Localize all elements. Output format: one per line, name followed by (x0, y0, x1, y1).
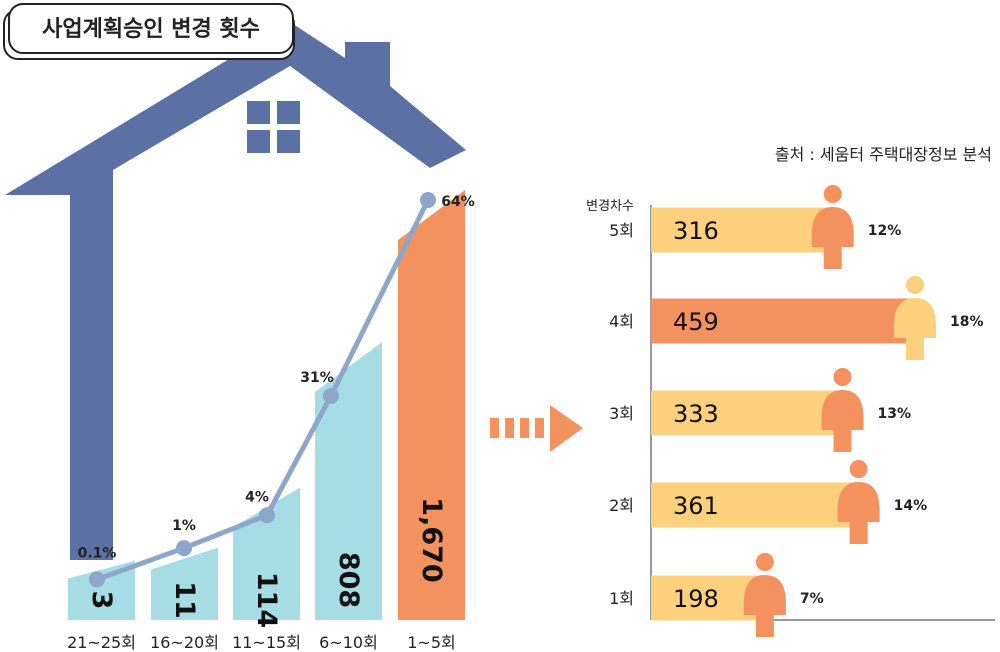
share-point-label: 64% (441, 194, 475, 210)
house-window-pane (277, 130, 300, 153)
right-y-tick-label: 1회 (609, 589, 634, 608)
person-head (823, 185, 842, 203)
right-bar (651, 298, 915, 344)
page-title: 사업계획승인 변경 횟수 (42, 17, 260, 42)
person-body (743, 575, 786, 637)
left-x-tick-label: 16~20회 (150, 633, 219, 652)
share-point-label: 4% (245, 489, 269, 505)
right-bar-value-label: 361 (673, 492, 719, 520)
right-bar-group: 5회 316 12% 4회 459 18% 3회 333 13% 2회 361 14% 1회 198 7% (609, 185, 984, 637)
share-point (259, 507, 275, 524)
share-point (176, 540, 192, 557)
arrow-dash (535, 418, 544, 438)
person-icon (821, 368, 864, 452)
right-bar (651, 207, 833, 253)
house-window-pane (247, 130, 270, 153)
right-share-label: 7% (800, 591, 824, 607)
house-window-pane (247, 101, 270, 124)
source-note: 출처 : 세움터 주택대장정보 분석 (775, 145, 992, 164)
arrow-right-icon (490, 405, 583, 452)
person-head (849, 460, 868, 478)
left-bar-value-label: 114 (251, 572, 282, 628)
person-icon (894, 276, 936, 360)
left-x-tick-label: 21~25회 (67, 633, 136, 652)
person-body (837, 482, 880, 544)
right-bar-value-label: 459 (673, 308, 719, 336)
right-bar (651, 482, 859, 528)
right-share-label: 13% (878, 406, 912, 422)
arrow-dash (520, 418, 529, 438)
person-body (894, 298, 936, 360)
left-bar (68, 560, 135, 620)
left-x-tick-label: 1~5회 (407, 633, 456, 652)
share-point (420, 192, 436, 208)
arrow-dash (490, 418, 499, 438)
house-roof-left-wall (5, 22, 466, 560)
left-x-axis-labels: 21~25회 16~20회 11~15회 6~10회 1~5회 (67, 633, 456, 652)
right-bar-value-label: 198 (673, 585, 719, 613)
right-y-tick-label: 4회 (609, 312, 634, 331)
person-icon (837, 460, 880, 544)
left-bar-value-label: 11 (169, 581, 200, 619)
left-bar (398, 190, 465, 620)
house-window-pane (277, 101, 300, 124)
left-bar (151, 547, 218, 620)
right-bar-value-label: 333 (673, 400, 719, 428)
left-bar-value-label: 808 (333, 552, 364, 608)
person-icon (743, 553, 786, 637)
right-y-tick-label: 3회 (609, 404, 634, 423)
right-share-label: 12% (868, 223, 902, 239)
right-y-tick-label: 5회 (609, 221, 634, 240)
left-bar-value-label: 1,670 (416, 497, 447, 582)
right-axis-title: 변경차수 (586, 199, 634, 214)
person-icon (811, 185, 854, 269)
share-point-label: 1% (172, 518, 196, 534)
share-point-label: 0.1% (78, 545, 117, 561)
person-body (821, 390, 864, 452)
left-bar-group: 3 11 114 808 1,670 (68, 190, 465, 628)
share-point-label: 31% (300, 370, 334, 386)
right-share-label: 14% (894, 498, 928, 514)
person-body (811, 207, 854, 269)
left-bar-value-label: 3 (86, 591, 117, 610)
person-head (755, 553, 774, 571)
right-y-tick-label: 2회 (609, 496, 634, 515)
title-box: 사업계획승인 변경 횟수 (3, 3, 295, 60)
arrow-head (550, 405, 583, 452)
house-illustration (5, 22, 466, 560)
right-bar (651, 390, 843, 436)
right-bar-value-label: 316 (673, 217, 719, 245)
left-x-tick-label: 6~10회 (319, 633, 378, 652)
person-head (906, 276, 924, 294)
share-point (89, 571, 105, 588)
left-bar (315, 341, 382, 620)
left-x-tick-label: 11~15회 (232, 633, 301, 652)
share-line-group: 0.1% 1% 4% 31% 64% (78, 192, 475, 588)
title-box-front (8, 3, 294, 54)
share-point (323, 387, 339, 404)
arrow-dash (505, 418, 514, 438)
person-head (833, 368, 852, 386)
right-share-label: 18% (950, 314, 984, 330)
